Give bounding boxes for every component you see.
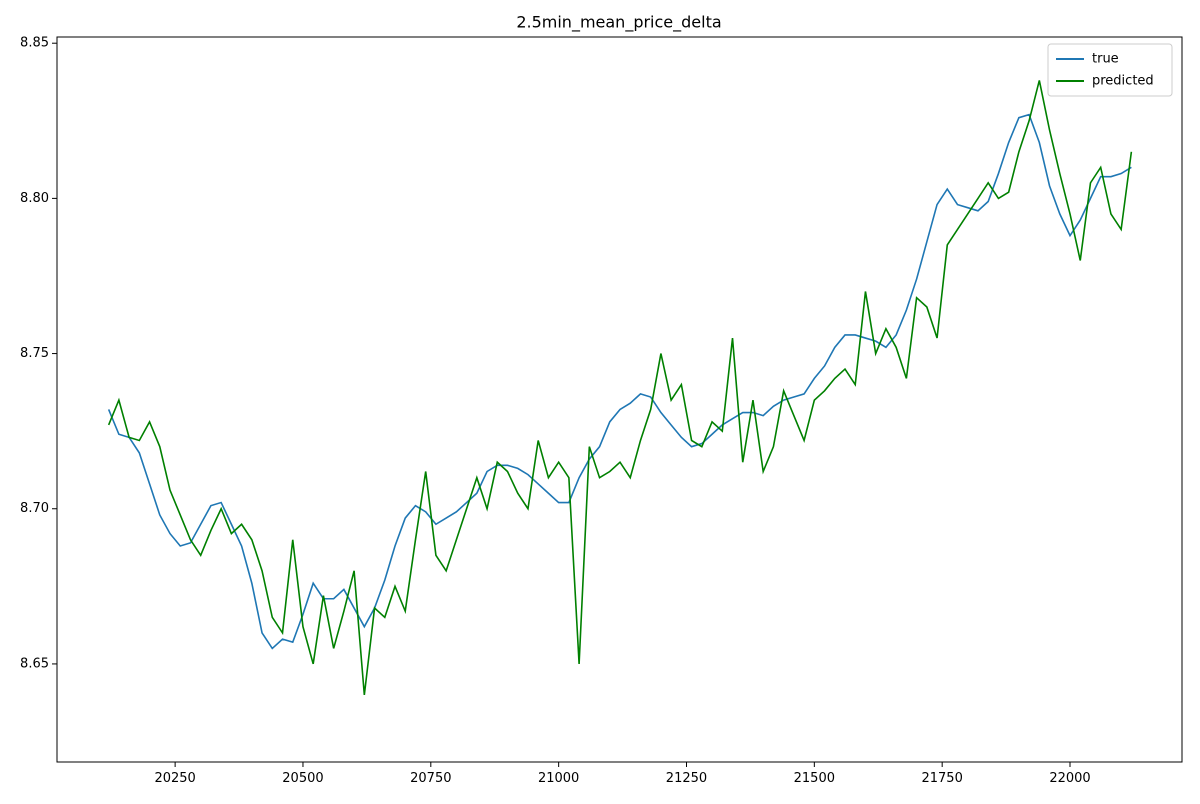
y-tick-label: 8.65 [20, 656, 49, 671]
x-tick-label: 21000 [538, 771, 579, 786]
x-tick-label: 20500 [282, 771, 323, 786]
y-tick-label: 8.80 [20, 191, 49, 206]
y-tick-label: 8.85 [20, 36, 49, 51]
x-tick-label: 22000 [1049, 771, 1090, 786]
series-line [107, 113, 1132, 650]
legend-label: predicted [1092, 74, 1154, 89]
x-tick-label: 21250 [666, 771, 707, 786]
y-tick-label: 8.70 [20, 501, 49, 516]
legend-box [1047, 43, 1173, 97]
y-tick-label: 8.75 [20, 346, 49, 361]
plot-frame [56, 36, 1183, 763]
legend-label: true [1092, 52, 1119, 67]
x-tick-label: 20750 [410, 771, 451, 786]
x-tick-label: 21750 [921, 771, 962, 786]
x-tick-label: 20250 [154, 771, 195, 786]
x-tick-label: 21500 [794, 771, 835, 786]
series-line [107, 80, 1133, 696]
chart-title: 2.5min_mean_price_delta [516, 13, 721, 33]
